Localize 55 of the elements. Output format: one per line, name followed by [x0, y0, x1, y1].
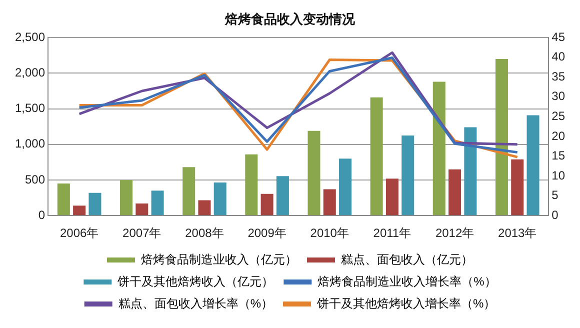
- legend-label: 焙烤食品制造业收入增长率（%）: [318, 274, 496, 288]
- y2-tick-label: 30: [552, 89, 566, 104]
- bar: [448, 169, 462, 216]
- bar: [198, 200, 211, 216]
- y2-tick-label: 45: [552, 30, 566, 44]
- bar: [182, 167, 196, 216]
- bar: [495, 58, 508, 216]
- legend-label: 饼干及其他焙烤收入（亿元）: [116, 274, 274, 288]
- y2-tick-label: 5: [552, 188, 559, 202]
- legend-label: 糕点、面包收入增长率（%）: [118, 296, 273, 310]
- x-tick-label: 2009年: [248, 226, 286, 240]
- y-tick-label: 500: [25, 172, 46, 186]
- legend-label: 焙烤食品制造业收入（亿元）: [141, 252, 297, 266]
- bar: [151, 190, 164, 216]
- legend-label: 饼干及其他焙烤收入增长率（%）: [316, 296, 496, 310]
- y2-tick-label: 20: [552, 128, 566, 143]
- legend-label: 糕点、面包收入（亿元）: [341, 252, 473, 266]
- bar: [323, 189, 336, 216]
- y-tick-label: 1,000: [15, 136, 46, 151]
- x-tick-label: 2010年: [310, 226, 349, 240]
- y2-tick-label: 10: [552, 168, 566, 182]
- bar: [432, 82, 446, 216]
- bar: [136, 203, 148, 216]
- y2-tick-label: 15: [552, 148, 566, 163]
- y2-tick-label: 25: [552, 109, 566, 124]
- bar: [57, 184, 70, 216]
- y2-tick-label: 35: [552, 69, 566, 84]
- x-tick-label: 2008年: [185, 226, 224, 240]
- x-tick-label: 2007年: [122, 226, 162, 240]
- x-tick-label: 2006年: [60, 226, 99, 240]
- bar: [308, 130, 320, 216]
- bar: [464, 127, 477, 216]
- bar: [276, 176, 289, 216]
- bar: [402, 136, 414, 216]
- bar: [88, 192, 102, 216]
- x-tick-label: 2011年: [373, 226, 412, 240]
- bar: [339, 158, 352, 216]
- y-tick-label: 0: [38, 208, 46, 222]
- bar: [370, 97, 383, 216]
- bar: [120, 180, 133, 216]
- chart-title: 焙烤食品收入变动情况: [224, 11, 356, 26]
- bar: [526, 115, 540, 216]
- y2-tick-label: 0: [552, 208, 559, 222]
- bar: [386, 178, 398, 216]
- bar: [511, 159, 524, 216]
- bar: [245, 154, 258, 216]
- bar: [260, 194, 274, 216]
- bar: [73, 206, 86, 216]
- y2-tick-label: 40: [552, 50, 566, 64]
- y-tick-label: 2,500: [15, 30, 46, 44]
- y-tick-label: 1,500: [15, 101, 46, 116]
- y-tick-label: 2,000: [15, 66, 46, 80]
- bar: [214, 182, 226, 216]
- x-tick-label: 2013年: [498, 226, 537, 240]
- x-tick-label: 2012年: [435, 226, 474, 240]
